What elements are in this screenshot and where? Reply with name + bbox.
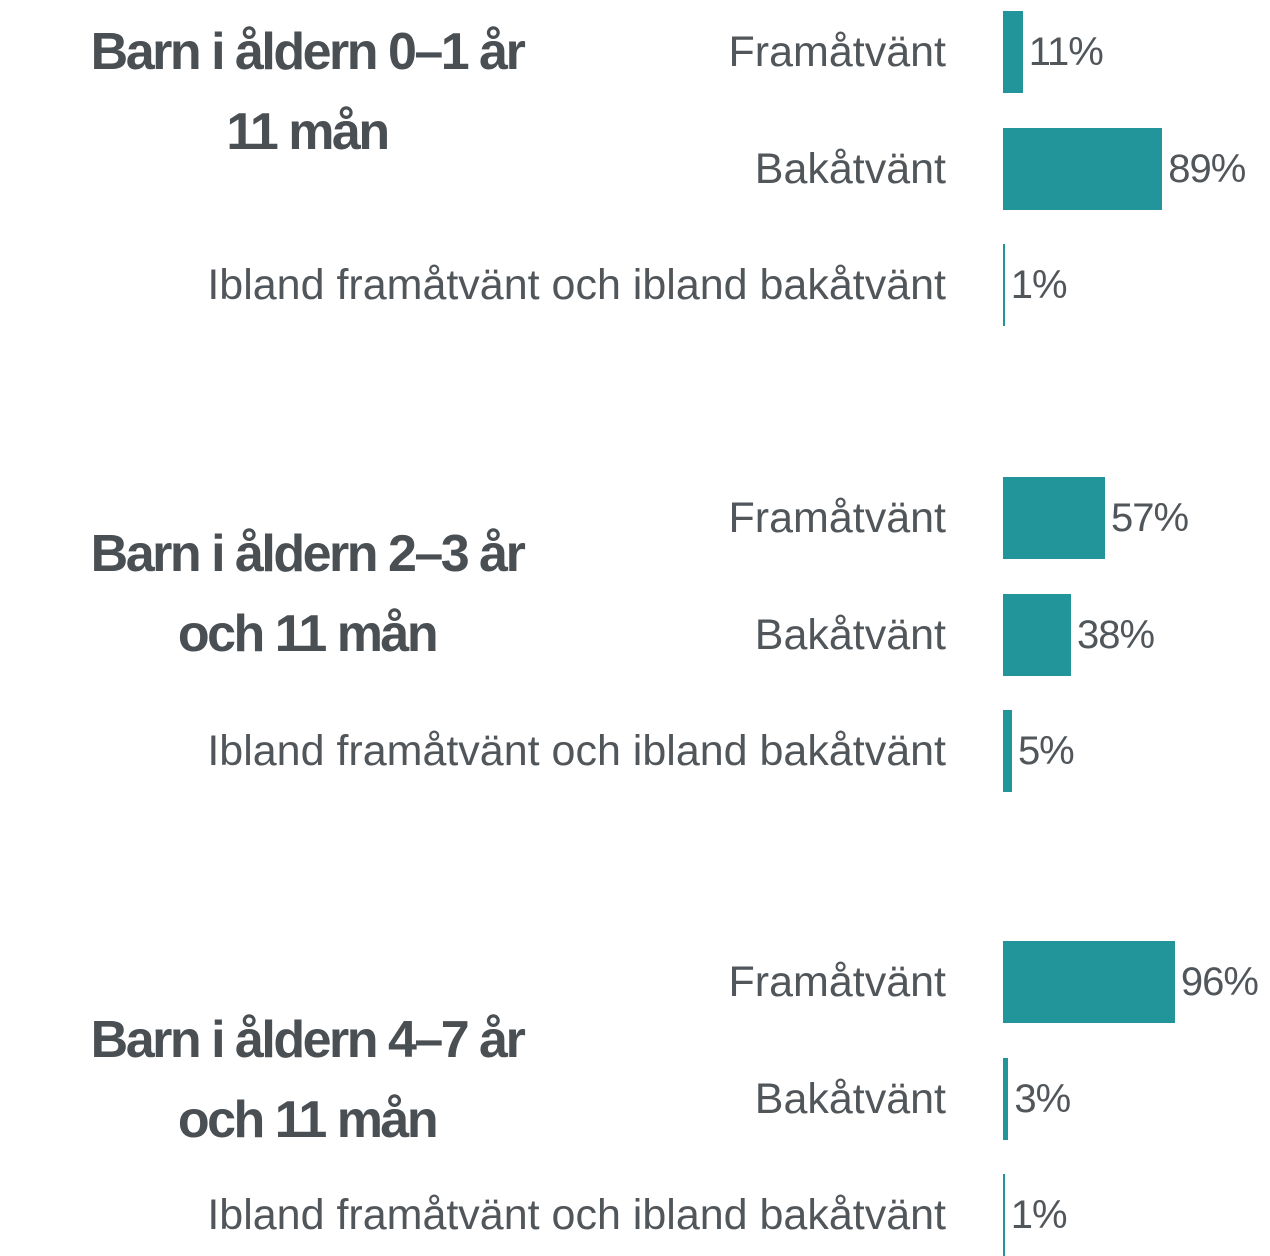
value-label: 5%: [1017, 729, 1075, 773]
group-title: Barn i åldern 2–3 år och 11 mån: [90, 525, 526, 663]
value-label: 57%: [1111, 496, 1189, 540]
bar: [1003, 11, 1023, 93]
bar: [1003, 941, 1175, 1023]
bar: [1003, 1057, 1009, 1140]
bar: [1003, 1174, 1005, 1256]
category-label: Ibland framåtvänt och ibland bakåtvänt: [207, 261, 946, 309]
bar: [1003, 593, 1072, 676]
bar: [1003, 127, 1163, 210]
category-label: Bakåtvänt: [754, 1074, 946, 1123]
category-label: Framåtvänt: [728, 494, 946, 542]
value-label: 11%: [1028, 30, 1104, 74]
value-label: 96%: [1180, 960, 1259, 1004]
bar: [1003, 477, 1106, 559]
category-label: Bakåtvänt: [754, 144, 946, 193]
category-label: Bakåtvänt: [754, 610, 946, 659]
value-label: 3%: [1014, 1076, 1071, 1121]
bar: [1003, 710, 1012, 792]
category-label: Ibland framåtvänt och ibland bakåtvänt: [207, 1191, 946, 1239]
bar: [1003, 244, 1005, 326]
group-title: Barn i åldern 0–1 år 11 mån: [90, 23, 526, 161]
category-label: Framåtvänt: [728, 958, 946, 1006]
value-label: 1%: [1010, 263, 1068, 307]
value-label: 89%: [1168, 146, 1246, 191]
value-label: 38%: [1077, 612, 1155, 657]
group-title: Barn i åldern 4–7 år och 11 mån: [90, 1011, 526, 1149]
category-label: Framåtvänt: [728, 28, 946, 76]
category-label: Ibland framåtvänt och ibland bakåtvänt: [207, 727, 946, 775]
value-label: 1%: [1010, 1193, 1068, 1237]
